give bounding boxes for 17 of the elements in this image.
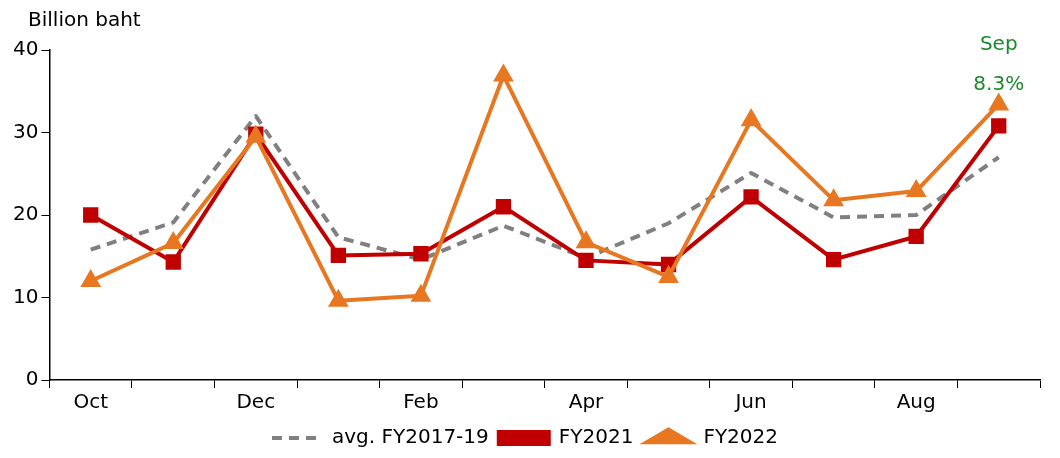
x-tick-label: Aug	[896, 389, 936, 414]
legend-label: FY2022	[703, 424, 779, 449]
legend-label: avg. FY2017-19	[331, 424, 489, 449]
y-axis-title: Billion baht	[28, 7, 141, 31]
x-tick-label: Oct	[73, 389, 109, 414]
y-tick-label: 30	[13, 118, 39, 143]
annotation: Sep	[979, 31, 1018, 55]
x-tick-label: Jun	[733, 389, 767, 414]
x-tick-label: Dec	[236, 389, 276, 414]
y-tick-label: 20	[13, 201, 39, 226]
legend-label: FY2021	[558, 424, 634, 449]
y-tick-label: 0	[25, 366, 39, 391]
annotation: 8.3%	[973, 71, 1025, 95]
y-tick-label: 40	[13, 36, 39, 61]
x-tick-label: Feb	[403, 389, 439, 414]
x-tick-label: Apr	[568, 389, 605, 414]
y-tick-label: 10	[13, 283, 39, 308]
